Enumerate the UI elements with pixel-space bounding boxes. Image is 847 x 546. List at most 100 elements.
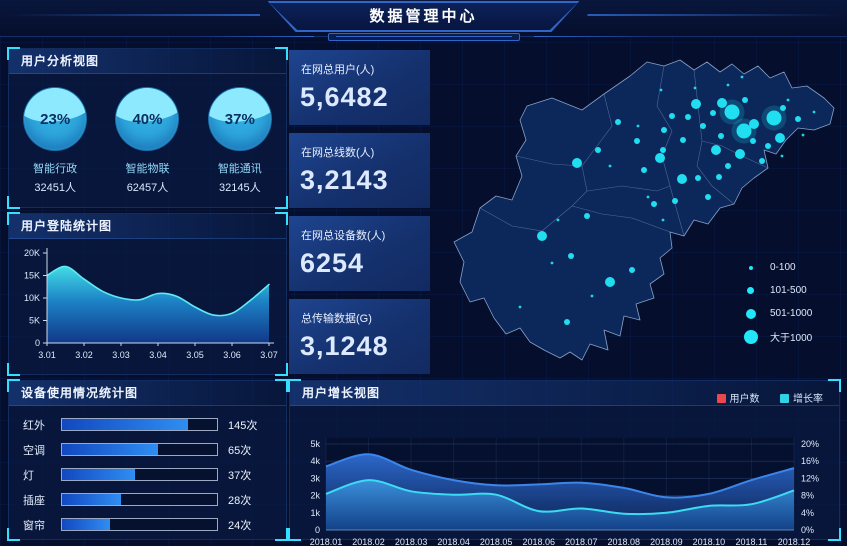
gauge-label: 智能行政 — [33, 163, 78, 175]
bar-row: 灯 37次 — [23, 464, 274, 485]
svg-text:3.05: 3.05 — [186, 350, 204, 360]
map-legend-item[interactable]: 501-1000 — [744, 302, 812, 325]
bar-chart: 红外 145次 空调 65次 灯 37次 插座 28次 窗帘 — [9, 406, 286, 535]
stat-label: 在网总线数(人) — [301, 147, 375, 159]
svg-text:3.01: 3.01 — [38, 350, 56, 360]
bar-row: 插座 28次 — [23, 489, 274, 510]
svg-text:5K: 5K — [29, 316, 40, 326]
legend-label: 0-100 — [770, 262, 796, 273]
province-map: 0-100 101-500 501-1000 大于1000 — [432, 46, 842, 376]
panel-login-stats: 用户登陆统计图 0 5K 10K 15K 20K 3.01 3.02 3.03 3.04 3.05… — [7, 212, 288, 376]
map-legend-item[interactable]: 0-100 — [744, 256, 812, 279]
corner-decoration — [275, 528, 288, 541]
svg-text:2018.11: 2018.11 — [736, 537, 768, 546]
stat-value: 3,2143 — [300, 165, 389, 195]
svg-text:5k: 5k — [310, 439, 320, 449]
bar-value: 37次 — [228, 469, 252, 482]
svg-text:2018.01: 2018.01 — [310, 537, 343, 546]
growth-area-chart: 0 0% 1k 4% 2k 8% 3k 12% 4k 16% 5k 20% 2018.01 2018.02… — [310, 438, 819, 546]
gauge-percent: 23% — [40, 110, 71, 128]
header-decoration-wing-right — [533, 36, 654, 37]
corner-decoration — [828, 528, 841, 541]
chart-legend: 用户数 增长率 — [701, 389, 823, 407]
bar-fill — [62, 419, 188, 430]
bar-track — [61, 443, 218, 456]
stat-card-total-users: 在网总用户(人) 5,6482 — [289, 50, 430, 125]
bar-value: 145次 — [228, 419, 258, 432]
legend-label: 增长率 — [793, 394, 823, 405]
panel-title: 用户登陆统计图 — [9, 214, 286, 239]
map-legend-item[interactable]: 101-500 — [744, 279, 812, 302]
corner-decoration — [275, 379, 288, 392]
stat-label: 总传输数据(G) — [301, 313, 372, 325]
map-legend: 0-100 101-500 501-1000 大于1000 — [744, 256, 812, 348]
login-area-chart: 0 5K 10K 15K 20K 3.01 3.02 3.03 3.04 3.05 3.06 3.07 — [24, 248, 278, 360]
gauge-smart-iot: 40% 智能物联 62457人 — [105, 87, 189, 195]
bar-fill — [62, 494, 121, 505]
panel-title: 用户增长视图 — [290, 381, 839, 406]
gauge-smart-comm: 37% 智能通讯 32145人 — [198, 87, 282, 195]
bar-category: 窗帘 — [23, 519, 45, 532]
map-scatter-points — [518, 75, 816, 325]
header-banner-inner — [269, 3, 578, 30]
svg-text:8%: 8% — [801, 491, 814, 501]
dot-icon — [749, 265, 753, 270]
svg-text:3.02: 3.02 — [75, 350, 93, 360]
bar-track — [61, 493, 218, 506]
gauge-percent: 37% — [224, 110, 255, 128]
stat-label: 在网总设备数(人) — [301, 230, 386, 242]
liquid-gauge: 37% — [207, 87, 272, 151]
svg-text:3.03: 3.03 — [112, 350, 130, 360]
svg-text:0%: 0% — [801, 525, 814, 535]
svg-text:2018.12: 2018.12 — [778, 537, 811, 546]
panel-user-analysis: 用户分析视图 23% 智能行政 32451人 40% 智能物联 62457人 3… — [7, 47, 288, 209]
legend-item-users[interactable]: 用户数 — [716, 394, 760, 405]
dot-icon — [744, 329, 758, 344]
svg-text:3.04: 3.04 — [149, 350, 167, 360]
map-legend-item[interactable]: 大于1000 — [744, 325, 812, 348]
bar-track — [61, 418, 218, 431]
svg-text:2018.07: 2018.07 — [565, 537, 598, 546]
legend-label: 用户数 — [729, 394, 760, 405]
corner-decoration — [7, 212, 20, 225]
corner-decoration — [7, 528, 20, 541]
gauge-percent: 40% — [132, 110, 163, 128]
liquid-gauge: 40% — [115, 87, 180, 151]
map-svg — [453, 59, 835, 361]
svg-text:3.06: 3.06 — [223, 350, 241, 360]
svg-text:2018.05: 2018.05 — [480, 537, 513, 546]
svg-text:3.07: 3.07 — [260, 350, 278, 360]
svg-text:2k: 2k — [310, 491, 320, 501]
corner-decoration — [828, 379, 841, 392]
corner-decoration — [7, 363, 20, 376]
svg-text:0: 0 — [35, 338, 40, 348]
panel-user-growth: 用户增长视图 用户数 增长率 0 0% 1k 4% 2k 8% 3k 12% 4k 16% 5k 20… — [288, 379, 841, 546]
gauge-smart-admin: 23% 智能行政 32451人 — [13, 87, 97, 195]
bar-track — [61, 518, 218, 531]
bar-track — [61, 468, 218, 481]
corner-decoration — [275, 212, 288, 225]
bar-row: 窗帘 24次 — [23, 514, 274, 535]
dot-icon — [746, 308, 756, 319]
bar-fill — [62, 519, 111, 530]
legend-item-growth-rate[interactable]: 增长率 — [780, 394, 823, 405]
bar-category: 插座 — [23, 494, 45, 507]
stat-card-total-data: 总传输数据(G) 3,1248 — [289, 299, 430, 374]
svg-text:2018.08: 2018.08 — [608, 537, 641, 546]
dot-icon — [747, 287, 754, 294]
legend-label: 101-500 — [770, 285, 807, 296]
corner-decoration — [288, 379, 301, 392]
bar-category: 红外 — [23, 419, 45, 432]
liquid-gauge: 23% — [23, 87, 88, 151]
bar-category: 空调 — [23, 444, 45, 457]
header: 数据管理中心 — [0, 0, 847, 41]
stat-label: 在网总用户(人) — [301, 64, 375, 76]
district-borders — [479, 65, 769, 237]
svg-text:2018.06: 2018.06 — [522, 537, 555, 546]
svg-text:10K: 10K — [24, 293, 40, 303]
corner-decoration — [7, 196, 20, 209]
legend-label: 大于1000 — [770, 333, 813, 344]
svg-text:4k: 4k — [310, 456, 320, 466]
legend-swatch-growth-rate — [780, 394, 789, 403]
